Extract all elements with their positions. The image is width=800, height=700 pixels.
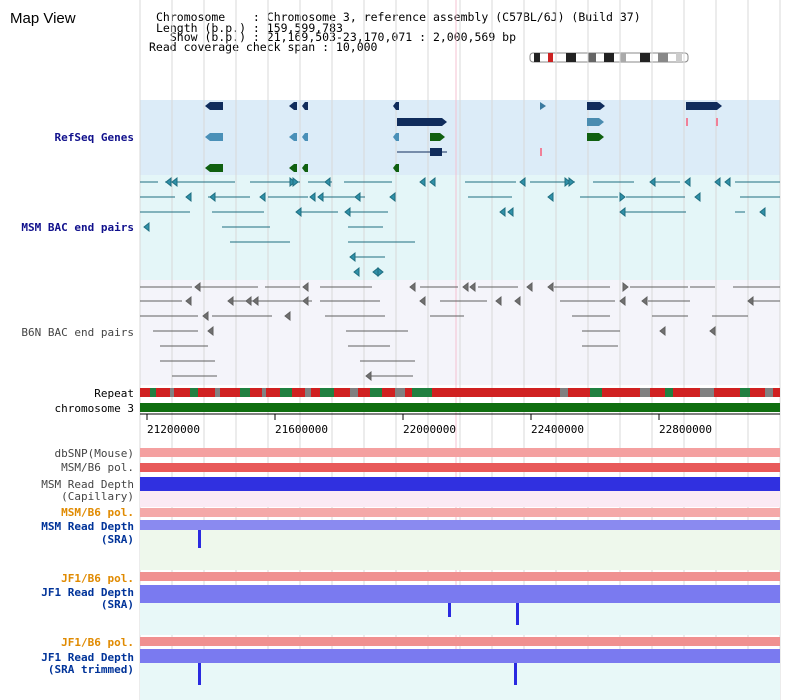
track-label-msm-b6-pol[interactable]: MSM/B6 pol. (61, 461, 134, 474)
track-label-msm-b6-pol-2[interactable]: MSM/B6 pol. (61, 506, 134, 519)
track-label-jf1-depth-trimmed-sub: (SRA trimmed) (47, 663, 134, 676)
axis-tick-label: 22800000 (659, 423, 712, 436)
chromosome-ideogram[interactable] (529, 52, 689, 63)
track-label-refseq[interactable]: RefSeq Genes (54, 131, 134, 144)
jf1-depth-trimmed-bars (140, 649, 780, 663)
track-label-b6n-bac[interactable]: B6N BAC end pairs (21, 326, 134, 339)
track-label-jf1-b6-pol[interactable]: JF1/B6 pol. (61, 572, 134, 585)
coverage-span-info-line: Read coverage check span : 10,000 (149, 40, 378, 54)
axis-tick-label: 21200000 (147, 423, 200, 436)
track-label-jf1-b6-pol-2[interactable]: JF1/B6 pol. (61, 636, 134, 649)
track-label-repeat: Repeat (94, 387, 134, 400)
map-view-title: Map View (10, 10, 76, 27)
refseq-genes[interactable] (205, 102, 722, 172)
track-label-msm-bac[interactable]: MSM BAC end pairs (21, 221, 134, 234)
msm-b6-pol-track-1 (140, 463, 780, 472)
msm-bac-end-pairs[interactable] (140, 176, 780, 278)
jf1-depth-sra-bars (140, 585, 780, 603)
track-label-msm-depth-sra[interactable]: MSM Read Depth (41, 520, 134, 533)
jf1-b6-pol-track-2 (140, 637, 780, 646)
msm-depth-sra-bars (140, 520, 780, 530)
repeat-track (140, 388, 780, 397)
b6n-bac-end-pairs[interactable] (140, 281, 780, 382)
track-label-msm-depth-capillary-sub: (Capillary) (61, 490, 134, 503)
track-label-msm-depth-capillary[interactable]: MSM Read Depth (41, 478, 134, 491)
dbsnp-track (140, 448, 780, 457)
axis-tick-label: 21600000 (275, 423, 328, 436)
track-label-jf1-depth-sra-sub: (SRA) (100, 598, 134, 611)
length-info-line: Length (b.p.) : 159,599,783 (156, 21, 343, 35)
msm-depth-capillary-bars (140, 477, 780, 491)
msm-b6-pol-track-2 (140, 508, 780, 517)
track-label-msm-depth-sra-sub: (SRA) (100, 533, 134, 546)
track-label-jf1-depth-sra[interactable]: JF1 Read Depth (41, 586, 134, 599)
axis-tick-label: 22400000 (531, 423, 584, 436)
track-label-chromosome: chromosome 3 (54, 402, 134, 415)
jf1-b6-pol-track-1 (140, 572, 780, 581)
track-label-dbsnp[interactable]: dbSNP(Mouse) (54, 447, 134, 460)
track-label-jf1-depth-trimmed[interactable]: JF1 Read Depth (41, 651, 134, 664)
axis-tick-label: 22000000 (403, 423, 456, 436)
axis-ticks (140, 413, 780, 420)
chromosome-info-line: Chromosome : Chromosome 3, reference ass… (156, 10, 641, 24)
chromosome-bar (140, 403, 780, 412)
grid-lines (139, 0, 781, 700)
